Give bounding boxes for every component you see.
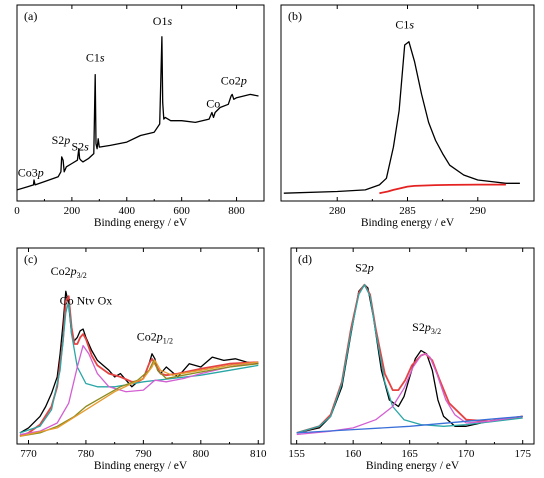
peak-annotation: Co2p3/2 [51,264,87,280]
series-line-0 [19,290,259,434]
peak-annotation: S2p [52,133,71,147]
x-tick-label: 285 [399,205,416,217]
peak-annotation: Co3p [18,166,44,180]
peak-annotation: S2s [71,139,89,153]
peak-annotation: O1s [153,14,173,28]
plot-frame [16,247,265,445]
series-line-0 [296,284,523,434]
series-line-0 [17,36,259,191]
x-tick-label: 280 [329,205,346,217]
plot-area [283,41,520,195]
x-tick-label: 160 [345,448,362,460]
plot-frame [280,4,535,202]
x-tick-label: 155 [288,448,305,460]
x-tick-label: 290 [470,205,487,217]
x-tick-label: 400 [119,205,136,217]
panel-label: (b) [288,9,302,23]
panel-label: (c) [24,252,37,266]
peak-annotation: Co2p [221,73,247,87]
x-tick-label: 170 [458,448,475,460]
x-tick-label: 780 [78,448,95,460]
peak-annotation: Co [206,97,220,111]
x-tick-label: 800 [193,448,210,460]
series-line-0 [283,41,520,194]
panel-label: (d) [298,252,312,266]
x-axis-label: Binding energy / eV [366,460,460,472]
series-line-2 [296,284,523,434]
peak-annotation: C1s [395,18,414,32]
series-line-4 [296,415,523,434]
series-line-1 [296,283,523,434]
x-tick-label: 790 [135,448,152,460]
x-tick-label: 800 [228,205,245,217]
series-line-4 [19,359,259,437]
x-tick-label: 810 [250,448,267,460]
peak-annotation: Co2p1/2 [137,330,173,346]
panel-c: 770 780 790 800 810 Binding energy / eV (c) Co2… [16,247,267,472]
peak-annotation: S2p [355,261,374,275]
x-tick-label: 0 [14,205,20,217]
panel-b: 280 285 290 Binding energy / eV (b) C1s [280,4,535,229]
panel-d: 155 160 165 170 175 Binding energy / eV (d) S2p… [288,247,535,472]
panel-a: 0 200 400 600 800 Binding energy / eV (a) Co3p S… [14,4,265,229]
x-tick-label: 770 [20,448,37,460]
panel-label: (a) [24,9,37,23]
series-line-3 [296,353,523,436]
plot-area [17,36,259,191]
x-tick-label: 175 [514,448,531,460]
plot-area [296,283,523,436]
series-line-5 [19,359,259,437]
peak-annotation: C1s [86,50,105,64]
peak-annotation: S2p3/2 [412,320,441,336]
x-tick-label: 200 [64,205,81,217]
plot-frame [16,4,265,202]
peak-annotation: Co Ntv Ox [60,293,113,307]
series-line-2 [19,300,259,434]
series-line-1 [379,183,506,195]
plot-area [19,290,259,438]
series-line-3 [19,344,259,436]
x-tick-label: 165 [401,448,418,460]
plot-frame [290,247,535,445]
x-axis-label: Binding energy / eV [361,217,455,229]
x-axis-label: Binding energy / eV [94,217,188,229]
x-tick-label: 600 [173,205,190,217]
x-axis-label: Binding energy / eV [94,460,188,472]
